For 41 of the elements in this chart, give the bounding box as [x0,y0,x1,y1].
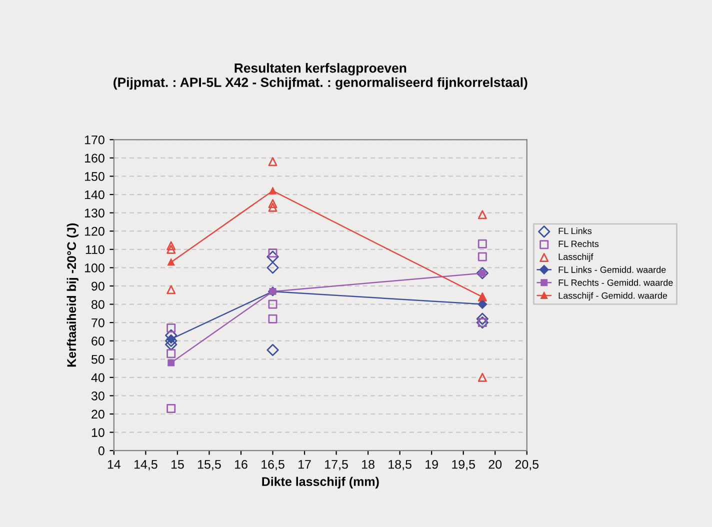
y-tick-label: 110 [86,245,104,254]
legend-label: FL Links - Gemidd. waarde [558,266,666,273]
chart-title: Resultaten kerfslagproeven (Pijpmat. : API-5L X42 - Schijfmat. : genormaliseerd fijnkorrelstaal) [114,63,528,90]
x-tick-label: 16 [234,460,248,469]
x-tick-label: 17 [298,460,311,469]
y-tick-label: 150 [84,172,104,181]
x-tick-label: 16,5 [262,460,284,470]
x-tick-label: 18 [362,460,374,469]
x-tick-label: 18,5 [388,460,412,470]
legend-label: FL Links [558,227,592,234]
y-tick-label: 60 [92,336,104,346]
x-tick-label: 15,5 [198,460,221,470]
x-tick-label: 19,5 [452,460,475,470]
legend-label: FL Rechts [558,240,599,248]
y-tick-label: 100 [84,263,104,272]
y-tick-label: 80 [92,300,104,309]
x-tick-label: 14 [108,460,121,469]
x-tick-label: 17,5 [325,460,348,470]
y-tick-label: 90 [92,282,104,291]
y-tick-label: 170 [84,135,104,144]
y-tick-label: 130 [84,208,104,218]
y-tick-label: 0 [98,446,104,456]
y-tick-label: 50 [91,354,104,364]
x-tick-label: 19 [426,460,438,469]
legend-label: Lasschijf - Gemidd. waarde [558,292,668,301]
legend-label: Lasschijf [558,253,594,262]
y-tick-label: 120 [84,226,104,236]
legend-label: FL Rechts - Gemidd. waarde [558,279,673,286]
y-tick-label: 20 [92,410,104,419]
y-tick-label: 40 [91,373,104,382]
y-tick-label: 160 [84,154,104,163]
y-tick-label: 70 [92,318,104,328]
x-tick-label: 20 [488,460,502,469]
y-tick-label: 10 [92,428,104,437]
x-axis-title: Dikte lasschijf (mm) [262,476,379,488]
y-tick-label: 30 [91,392,104,400]
x-tick-label: 15 [171,460,184,469]
y-tick-label: 140 [84,190,104,200]
x-tick-label: 20,5 [515,460,539,470]
x-tick-label: 14,5 [134,460,158,470]
y-axis-title: Kerftaaiheid bij -20°C (J) [66,223,78,367]
